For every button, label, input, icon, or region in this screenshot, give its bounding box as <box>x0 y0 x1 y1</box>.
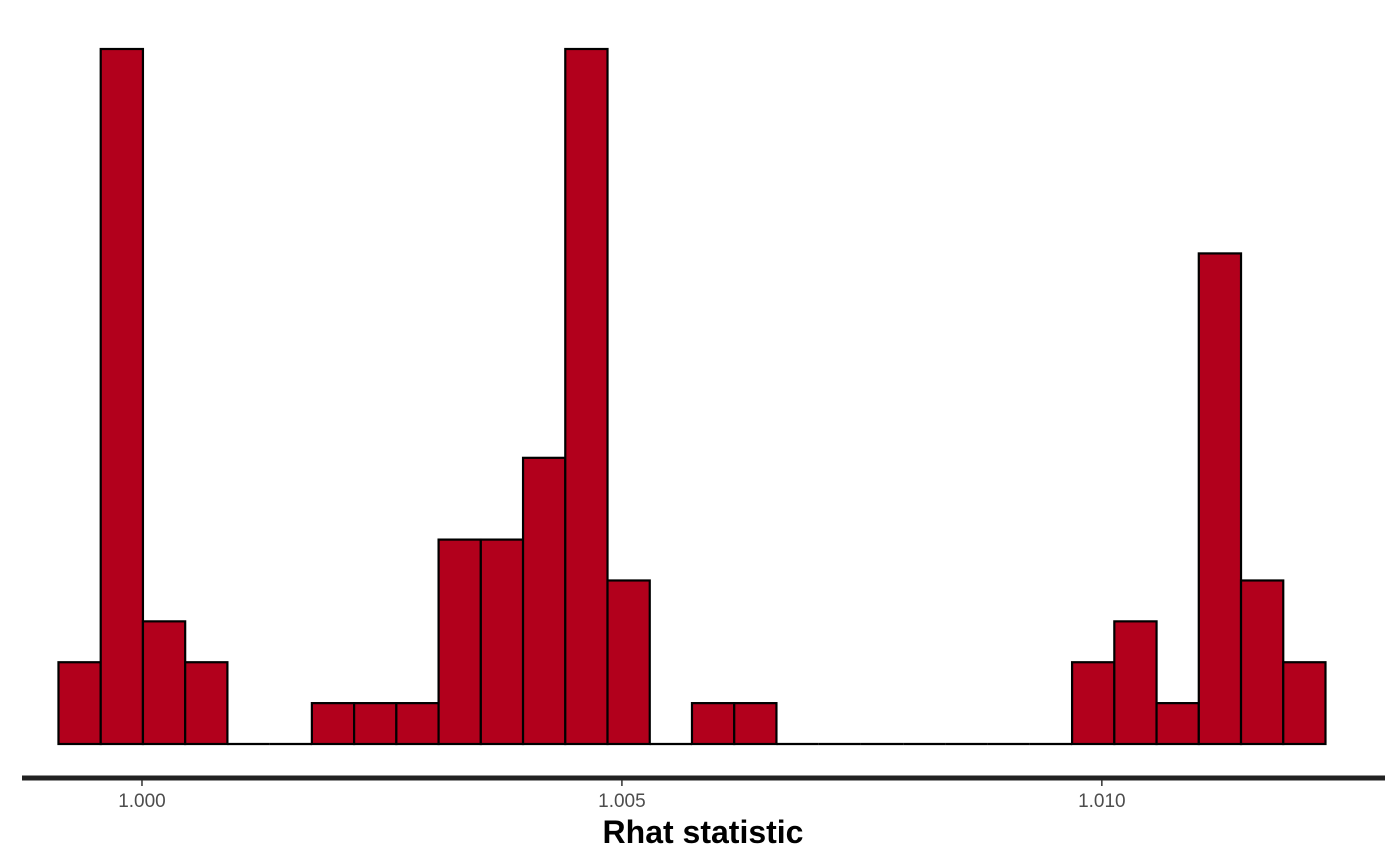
histogram-bar <box>1155 702 1200 746</box>
histogram-bar <box>606 579 651 746</box>
histogram-bar <box>57 661 102 746</box>
histogram-bar <box>690 702 736 746</box>
histogram-bar <box>521 456 567 746</box>
x-axis-tick-label: 1.010 <box>1078 791 1126 812</box>
histogram-bar <box>99 47 145 746</box>
histogram-bar <box>1282 661 1327 746</box>
histogram-bar <box>1239 579 1285 746</box>
x-axis-tick-label: 1.000 <box>118 791 166 812</box>
histogram-bar <box>310 702 356 746</box>
histogram-bar <box>1070 661 1116 746</box>
histogram-bar <box>1113 620 1158 746</box>
x-axis-tick-label: 1.005 <box>598 791 646 812</box>
histogram-bar <box>437 538 482 746</box>
histogram-bar <box>733 702 778 746</box>
histogram-bar <box>141 620 187 746</box>
x-axis-ticks: 1.000 1.005 1.010 <box>118 780 1126 812</box>
x-axis-title: Rhat statistic <box>603 814 804 850</box>
histogram-bar <box>353 702 398 746</box>
histogram-bar <box>184 661 229 746</box>
histogram-bars <box>57 47 1327 746</box>
histogram-bar <box>395 702 440 746</box>
histogram-bar <box>1197 252 1243 746</box>
histogram-bar <box>564 47 609 746</box>
histogram-bar <box>479 538 525 746</box>
